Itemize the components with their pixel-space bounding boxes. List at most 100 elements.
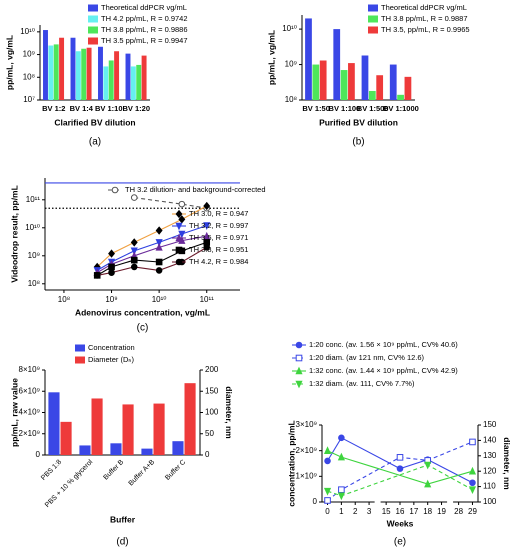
y-tick-label: 10⁹ (285, 60, 297, 69)
bar (86, 47, 92, 100)
marker (108, 249, 115, 258)
y-tick-label: 10¹⁰ (282, 24, 297, 33)
y2-axis-label: diameter, nm (224, 386, 234, 439)
marker (155, 226, 163, 235)
legend-marker (295, 380, 303, 389)
marker (203, 244, 211, 251)
x-tick-label: 18 (423, 507, 432, 516)
x-tick-label: BV 1:20 (122, 104, 150, 113)
legend-marker (295, 341, 303, 349)
marker (424, 479, 432, 488)
y-tick-label: 2×10⁹ (296, 446, 317, 455)
y2-tick-label: 0 (205, 450, 210, 459)
x-tick-label: BV 1:2 (42, 104, 65, 113)
marker (323, 487, 332, 496)
y2-tick-label: 150 (205, 386, 219, 395)
marker (130, 263, 138, 271)
bar (43, 30, 48, 100)
legend-marker (111, 186, 119, 194)
legend-swatch (88, 4, 98, 12)
marker (203, 231, 211, 240)
y2-axis-label: diameter, nm (502, 437, 512, 490)
y-tick-label: 0 (313, 497, 318, 506)
x-tick-label: BV 1:50 (302, 104, 330, 113)
series-line (327, 464, 473, 497)
bar (333, 29, 341, 100)
marker (468, 486, 477, 495)
legend-marker (175, 233, 183, 242)
marker (323, 446, 332, 454)
legend-label: TH 3.8 pp/mL, R = 0.9887 (381, 14, 468, 23)
legend-label: TH 4.2, R = 0.984 (189, 257, 248, 266)
y2-tick-label: 140 (483, 436, 497, 445)
y-tick-label: 10¹¹ (26, 195, 41, 204)
bar (81, 48, 87, 100)
marker (338, 434, 345, 442)
x-tick-label: BV 1:10 (95, 104, 123, 113)
y2-tick-label: 50 (205, 429, 214, 438)
x-tick-label: 19 (437, 507, 446, 516)
bar (114, 51, 120, 100)
legend-marker (175, 258, 183, 266)
marker (130, 194, 138, 201)
legend-marker (175, 222, 183, 231)
marker (130, 247, 138, 256)
y-tick-label: 10⁸ (23, 72, 35, 81)
bar (103, 66, 109, 100)
y-tick-label: 6×10⁹ (19, 386, 40, 395)
y-axis-label: pp/mL, vg/mL (266, 30, 276, 85)
marker (93, 272, 101, 279)
y2-tick-label: 100 (483, 497, 497, 506)
bar (98, 46, 103, 100)
bar (172, 441, 184, 455)
y2-tick-label: 200 (205, 365, 219, 374)
bar (125, 53, 131, 100)
marker (130, 238, 138, 247)
series-line (96, 205, 207, 268)
legend-label: Concentration (88, 343, 135, 352)
x-tick-label: Buffer C (164, 459, 187, 482)
bar (70, 37, 76, 100)
legend-swatch (368, 15, 378, 23)
x-tick-label: PBS 1:8 (40, 459, 63, 482)
caption: (d) (116, 537, 128, 548)
marker (469, 479, 476, 487)
bar (110, 443, 122, 455)
marker (155, 267, 163, 274)
x-tick-label: 10¹¹ (200, 295, 215, 304)
bar (48, 45, 54, 100)
legend-label: 1:20 diam. (av 121 nm, CV% 12.6) (309, 353, 425, 362)
legend-swatch (368, 26, 378, 34)
bar (361, 55, 369, 100)
legend-label: Theoretical ddPCR vg/mL (101, 3, 187, 12)
marker (178, 230, 186, 239)
x-tick-label: 29 (468, 507, 477, 516)
legend-label: TH 3.8 pp/mL, R = 0.9886 (101, 25, 188, 34)
marker (155, 239, 163, 247)
bar (108, 60, 114, 100)
marker (203, 222, 211, 230)
y-tick-label: 10⁷ (23, 95, 35, 104)
bar (53, 44, 59, 100)
bar (136, 64, 142, 100)
x-axis-label: Weeks (387, 518, 414, 528)
y-axis-label: concentration, pp/mL (286, 420, 296, 506)
bar (141, 55, 147, 100)
x-tick-label: Buffer A+B (128, 459, 157, 488)
x-tick-label: BV 1:4 (70, 104, 94, 113)
series-line (327, 450, 473, 485)
y-tick-label: 4×10⁹ (19, 408, 40, 417)
y-tick-label: 10⁸ (28, 279, 40, 288)
marker (178, 200, 186, 208)
legend-label: TH 3.5, R = 0.971 (189, 233, 248, 242)
legend-label: TH 3.2, R = 0.997 (189, 221, 248, 230)
x-axis-label: Buffer (110, 514, 136, 524)
x-tick-label: BV 1:100 (329, 104, 361, 113)
marker (469, 438, 476, 446)
bar (141, 448, 153, 455)
legend-label: TH 3.2 dilution- and background-correcte… (125, 185, 266, 194)
y2-tick-label: 130 (483, 451, 497, 460)
marker (324, 457, 331, 465)
legend-swatch (368, 4, 378, 12)
